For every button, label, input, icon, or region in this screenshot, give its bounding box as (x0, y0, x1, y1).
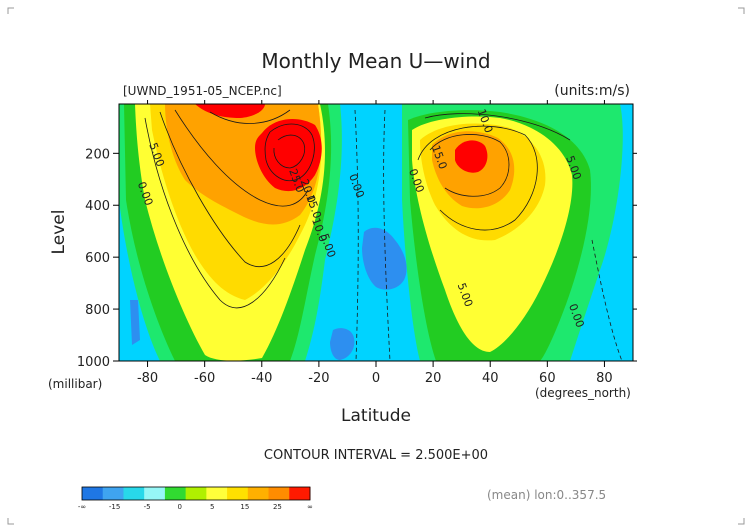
colorbar-label: ∞ (307, 503, 313, 511)
colorbar-label: 25 (273, 503, 282, 511)
crop-mark-bottom-left (7, 518, 14, 525)
region-trop-strong-neg-2 (330, 328, 355, 360)
x-tick-label: -20 (308, 371, 329, 386)
colorbar-label: 5 (210, 503, 214, 511)
colorbar-swatch (144, 487, 166, 500)
x-axis: -80 -60 -40 -20 0 20 40 60 80 (137, 100, 613, 386)
region-trop-strong-neg (362, 227, 407, 290)
colorbar-frame (81, 486, 311, 501)
x-tick-label: 20 (425, 371, 442, 386)
y-tick-label: 400 (85, 199, 110, 214)
chart-title: Monthly Mean U—wind (261, 49, 490, 73)
y-tick-label: 1000 (77, 355, 110, 370)
colorbar-label: -∞ (78, 503, 86, 511)
contour-field (119, 104, 633, 361)
dataset-label: [UWND_1951-05_NCEP.nc] (123, 84, 282, 98)
y-axis: 200 400 600 800 1000 (77, 147, 637, 370)
colorbar-swatch (123, 487, 145, 500)
crop-mark-bottom-right (738, 518, 745, 525)
y-axis-unit: (millibar) (48, 377, 102, 391)
x-axis-unit: (degrees_north) (535, 386, 631, 400)
colorbar-swatch (206, 487, 228, 500)
colorbar-swatch (82, 487, 104, 500)
y-axis-title: Level (49, 210, 69, 255)
region-sh-polar-neg (130, 300, 140, 345)
y-tick-label: 800 (85, 303, 110, 318)
crop-mark-top-right (738, 7, 745, 14)
crop-mark-top-left (7, 7, 14, 14)
x-tick-label: 80 (596, 371, 613, 386)
colorbar-swatch (102, 487, 124, 500)
x-tick-label: -60 (194, 371, 215, 386)
colorbar-label: -5 (144, 503, 151, 511)
colorbar-swatch (268, 487, 290, 500)
colorbar: -∞ -15 -5 0 5 15 25 ∞ (78, 486, 313, 511)
x-tick-label: 60 (539, 371, 556, 386)
colorbar-swatch (247, 487, 270, 500)
colorbar-swatch (185, 487, 207, 500)
x-tick-label: 40 (482, 371, 499, 386)
region-sh-top-core (195, 104, 265, 118)
contour-lines (144, 109, 571, 309)
y-tick-label: 200 (85, 147, 110, 162)
units-label: (units:m/s) (554, 83, 630, 99)
footnote: (mean) lon:0..357.5 (487, 488, 606, 502)
colorbar-label: 15 (240, 503, 249, 511)
region-nh-core (455, 140, 488, 173)
x-tick-label: 0 (372, 371, 380, 386)
y-tick-label: 600 (85, 251, 110, 266)
colorbar-label: -15 (109, 503, 120, 511)
negative-contour-lines (354, 109, 623, 361)
contour-interval: CONTOUR INTERVAL = 2.500E+00 (264, 448, 488, 463)
x-axis-title: Latitude (341, 406, 411, 426)
colorbar-swatch (164, 487, 187, 500)
x-tick-label: -40 (251, 371, 272, 386)
colorbar-swatch (289, 487, 311, 500)
colorbar-swatch (227, 487, 249, 500)
x-tick-label: -80 (137, 371, 158, 386)
colorbar-label: 0 (177, 503, 181, 511)
